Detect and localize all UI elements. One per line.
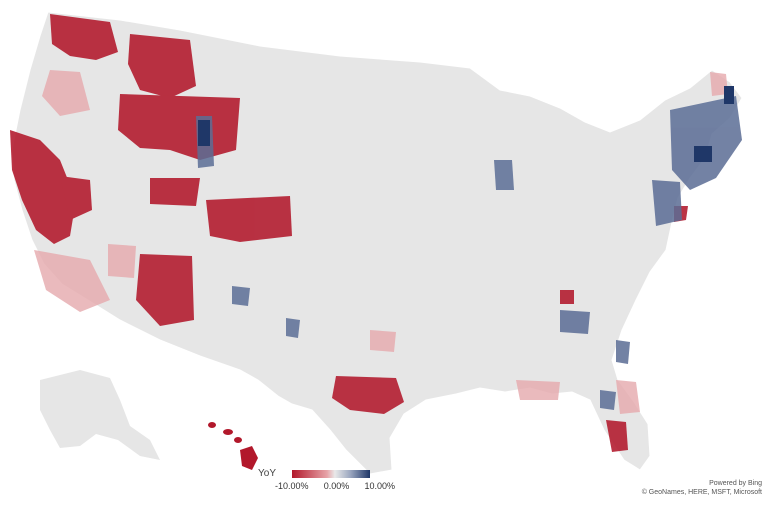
- negative-counties: [10, 14, 688, 452]
- attribution-powered-by: Powered by Bing: [709, 480, 762, 487]
- legend-label-mid: 0.00%: [323, 481, 350, 491]
- legend-color-ramp: [292, 470, 370, 478]
- slight-negative-counties: [34, 70, 728, 414]
- alaska: [40, 370, 160, 460]
- map-attribution: Powered by Bing © GeoNames, HERE, MSFT, …: [642, 479, 762, 497]
- strong-positive-counties: [198, 86, 734, 162]
- attribution-copyright: © GeoNames, HERE, MSFT, Microsoft: [641, 489, 762, 496]
- legend-title: YoY: [258, 468, 276, 479]
- legend-label-min: -10.00%: [275, 481, 309, 491]
- legend-label-max: 10.00%: [364, 481, 395, 491]
- map-legend: YoY -10.00% 0.00% 10.00%: [250, 466, 395, 496]
- legend-labels: -10.00% 0.00% 10.00%: [275, 481, 395, 491]
- hawaii: [208, 422, 258, 470]
